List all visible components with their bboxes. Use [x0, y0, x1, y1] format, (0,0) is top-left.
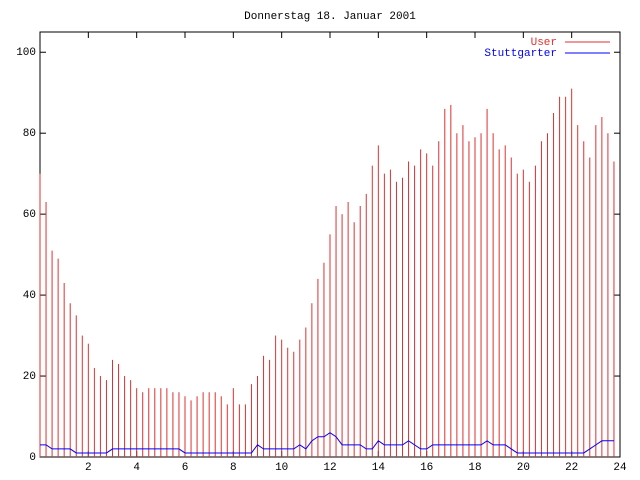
- x-tick-label: 4: [133, 462, 140, 474]
- y-tick-label: 20: [23, 371, 36, 383]
- x-tick-label: 6: [182, 462, 189, 474]
- x-tick-label: 2: [85, 462, 92, 474]
- y-tick-label: 60: [23, 209, 36, 221]
- x-tick-label: 10: [275, 462, 288, 474]
- y-tick-label: 0: [29, 452, 36, 464]
- y-tick-label: 80: [23, 128, 36, 140]
- x-tick-label: 12: [323, 462, 336, 474]
- legend-label: User: [531, 37, 557, 49]
- x-tick-label: 24: [613, 462, 627, 474]
- x-tick-label: 22: [565, 462, 578, 474]
- y-tick-label: 100: [16, 47, 36, 59]
- x-tick-label: 14: [372, 462, 386, 474]
- x-tick-label: 20: [517, 462, 530, 474]
- y-tick-label: 40: [23, 290, 36, 302]
- x-tick-label: 16: [420, 462, 433, 474]
- x-tick-label: 8: [230, 462, 237, 474]
- x-tick-label: 18: [468, 462, 481, 474]
- legend-label: Stuttgarter: [484, 48, 557, 60]
- chart-title: Donnerstag 18. Januar 2001: [244, 11, 416, 23]
- series-line: [40, 432, 614, 454]
